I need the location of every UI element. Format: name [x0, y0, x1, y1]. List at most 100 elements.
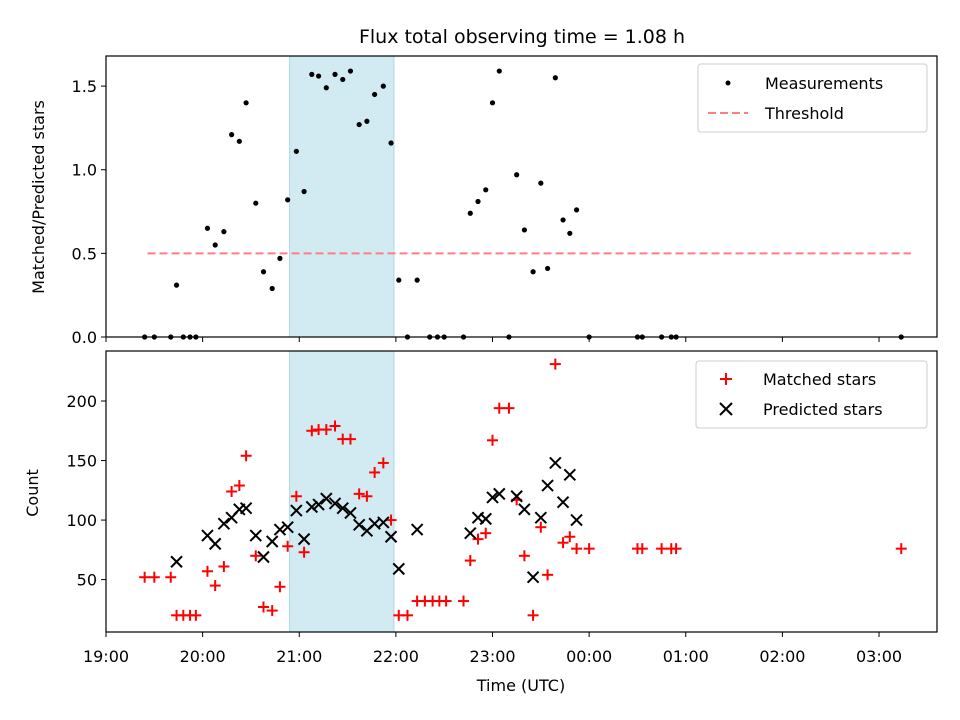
predicted-point — [410, 523, 424, 536]
measurement-point — [315, 73, 322, 79]
matched-point — [282, 540, 294, 552]
measurement-point — [309, 71, 315, 77]
x-tick-label: 19:00 — [83, 647, 129, 666]
predicted-point — [312, 498, 325, 511]
matched-point — [250, 550, 262, 562]
predicted-point — [493, 487, 506, 501]
top-y-axis-label: Matched/Predicted stars — [29, 100, 48, 294]
measurement-point — [372, 91, 378, 98]
predicted-points — [170, 456, 583, 584]
matched-point — [895, 543, 907, 555]
measurement-point — [204, 225, 211, 231]
predicted-point — [570, 513, 583, 527]
measurement-point — [483, 187, 489, 193]
measurement-point — [340, 76, 346, 83]
measurement-point — [285, 197, 291, 203]
measurement-point — [221, 229, 227, 235]
matched-point — [344, 433, 356, 445]
bottom-y-tick-label: 200 — [66, 392, 97, 411]
matched-point — [329, 420, 341, 432]
matched-point — [503, 402, 515, 414]
measurement-point — [364, 118, 370, 124]
predicted-point — [208, 537, 222, 551]
matched-point — [487, 434, 499, 446]
matched-point — [240, 450, 252, 462]
bottom-y-axis-label: Count — [23, 469, 42, 517]
top-legend: Measurements Threshold — [697, 63, 928, 133]
matched-point — [266, 605, 278, 617]
matched-point — [464, 555, 476, 567]
legend-predicted-marker — [719, 402, 733, 416]
predicted-point — [249, 529, 262, 542]
top-y-tick-label: 1.5 — [72, 77, 97, 96]
matched-point — [369, 466, 381, 478]
measurement-point — [277, 255, 283, 261]
predicted-point — [549, 456, 562, 470]
matched-point — [564, 531, 576, 543]
predicted-point — [377, 516, 390, 529]
matched-point — [306, 425, 318, 437]
predicted-point — [273, 523, 287, 536]
predicted-point — [518, 503, 531, 516]
matched-point — [571, 543, 583, 555]
measurement-point — [323, 85, 329, 91]
bottom-legend: Matched stars Predicted stars — [695, 360, 928, 429]
matched-point — [656, 543, 668, 555]
measurement-point — [414, 277, 420, 283]
matched-point — [320, 424, 332, 436]
matched-point — [201, 565, 213, 577]
predicted-point — [556, 496, 570, 509]
top-panel: 0.0 0.5 1.0 1.5 Matched/Predicted stars Mea… — [29, 55, 938, 347]
x-axis-label: Time (UTC) — [476, 676, 565, 695]
measurement-point — [489, 100, 496, 106]
measurement-point — [530, 269, 536, 275]
matched-point — [258, 601, 270, 613]
predicted-point — [265, 535, 279, 548]
x-tick-label: 21:00 — [276, 647, 322, 666]
matched-point — [353, 488, 365, 500]
predicted-point — [534, 511, 548, 524]
x-tick-label: 20:00 — [180, 647, 226, 666]
bottom-axes-frame — [105, 350, 938, 633]
matched-point — [440, 595, 452, 607]
top-legend-box — [697, 63, 928, 133]
matched-point — [549, 358, 561, 370]
measurement-point — [467, 210, 473, 216]
matched-point — [670, 543, 682, 555]
measurement-point — [380, 83, 386, 89]
predicted-point — [290, 504, 303, 517]
chart-title: Flux total observing time = 1.08 h — [359, 26, 685, 48]
matched-point — [233, 480, 245, 492]
x-tick-label: 22:00 — [373, 647, 419, 666]
predicted-point — [486, 491, 499, 504]
bottom-y-ticks: 50 100 150 200 — [66, 392, 106, 590]
matched-points — [139, 358, 907, 621]
top-y-tick-label: 0.0 — [72, 328, 97, 347]
measurement-point — [269, 285, 275, 292]
measurement-point — [173, 282, 180, 288]
matched-point — [148, 571, 160, 583]
matched-point — [480, 527, 492, 539]
predicted-point — [297, 532, 311, 546]
measurement-point — [253, 200, 259, 206]
legend-matched-marker — [720, 373, 732, 385]
measurement-point — [212, 242, 218, 248]
legend-measurements-marker — [725, 80, 731, 86]
predicted-point — [384, 530, 398, 543]
bottom-y-tick-label: 100 — [66, 511, 97, 530]
predicted-point — [281, 521, 294, 534]
x-tick-label: 02:00 — [759, 647, 805, 666]
predicted-point — [344, 506, 357, 520]
measurement-point — [388, 140, 394, 146]
predicted-point — [541, 479, 554, 492]
matched-point — [401, 609, 413, 621]
predicted-point — [170, 555, 183, 568]
matched-point — [298, 546, 310, 558]
top-axes-frame — [105, 55, 938, 338]
measurement-point — [514, 172, 520, 178]
bottom-y-tick-label: 150 — [66, 452, 97, 471]
matched-point — [518, 550, 530, 562]
top-y-tick-label: 0.5 — [72, 244, 97, 263]
matched-point — [535, 521, 547, 533]
matched-point — [583, 543, 595, 555]
